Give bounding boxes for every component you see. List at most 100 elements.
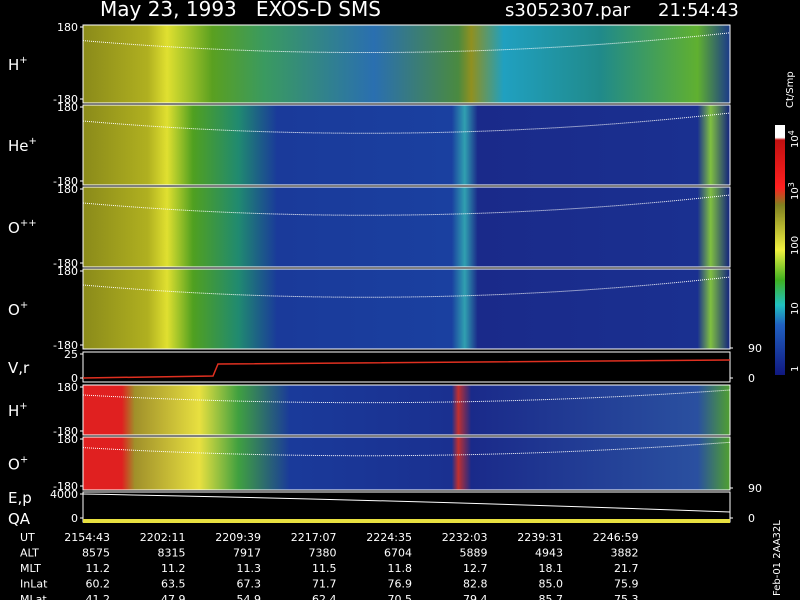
panel-label-text: H: [8, 56, 19, 74]
panel: [82, 491, 731, 523]
y-tick-label: 4000: [50, 488, 78, 501]
cell: 41.2: [86, 593, 111, 600]
panel-label: H+: [8, 401, 28, 420]
row-name: UT: [20, 531, 35, 544]
cell: 11.2: [86, 562, 111, 575]
cell: 7917: [233, 547, 261, 560]
panel-label-sup: +: [19, 401, 27, 412]
y-tick-label: 180: [57, 101, 78, 114]
trace: [82, 359, 731, 379]
cell: 2217:07: [291, 531, 337, 544]
colorbar-label: 104: [787, 130, 800, 148]
row-name: MLT: [20, 562, 41, 575]
colorbar-base: 10: [790, 302, 800, 315]
cell: 11.3: [237, 562, 262, 575]
cell: 5889: [460, 547, 488, 560]
cell: 8575: [82, 547, 110, 560]
trace: [82, 493, 731, 513]
cell: 85.0: [539, 578, 564, 591]
row-name: MLat: [20, 593, 47, 600]
cell: 7380: [309, 547, 337, 560]
y-tick-label: -180: [53, 480, 78, 493]
row-name: ALT: [20, 547, 39, 560]
y-tick-label: 0: [71, 372, 78, 385]
cell: 3882: [611, 547, 639, 560]
panel-label: H+: [8, 55, 28, 74]
panel-label: V,r: [8, 359, 30, 377]
cell: 4943: [535, 547, 563, 560]
cell: 54.9: [237, 593, 262, 600]
panel: [82, 384, 731, 436]
panel-label-sup: +: [20, 300, 28, 311]
colorbar-base: 100: [790, 236, 800, 255]
cell: 2202:11: [140, 531, 186, 544]
cell: 11.5: [312, 562, 337, 575]
panel-label-text: He: [8, 137, 29, 155]
panel-label-text: E,p: [8, 489, 32, 507]
cell: 2239:31: [517, 531, 563, 544]
colorbar-unit: Ct/Smp: [785, 71, 796, 108]
panel-label-sup: ++: [20, 218, 37, 229]
panel: [82, 24, 731, 104]
file-name: s3052307.par: [505, 0, 631, 21]
cell: 12.7: [463, 562, 488, 575]
y-tick-label: -180: [53, 425, 78, 438]
cell: 21.7: [614, 562, 639, 575]
qa-bar: [83, 519, 730, 523]
cell: 62.4: [312, 593, 337, 600]
cell: 2246:59: [593, 531, 639, 544]
panel: [82, 436, 731, 491]
panel-label-text: O: [8, 301, 20, 319]
panel: [82, 104, 731, 186]
colorbar-base: 10: [790, 135, 800, 148]
trace: [82, 389, 731, 404]
panel-label-text: V,r: [8, 359, 30, 377]
panel-label-text: O: [8, 456, 20, 474]
colorbar-exp: 4: [787, 130, 796, 135]
colorbar-label: 1: [790, 366, 800, 372]
cell: 2224:35: [366, 531, 412, 544]
cell: 6704: [384, 547, 412, 560]
trace: [82, 32, 731, 54]
panel-label: E,p: [8, 489, 32, 507]
panel-label: He+: [8, 136, 37, 155]
trace: [82, 441, 731, 457]
panel-label-sup: +: [20, 455, 28, 466]
cell: 82.8: [463, 578, 488, 591]
panels: H+180-180He+180-180O++180-180O+180-180V,…: [8, 21, 762, 528]
y2-tick-label: 0: [748, 372, 755, 385]
y-tick-label: 25: [64, 348, 78, 361]
colorbar-label: 10: [790, 302, 800, 315]
y-tick-label: 180: [57, 21, 78, 34]
info-table: UT 2154:43 2202:11 2209:39 2217:07 2224:35 223…: [20, 531, 639, 600]
cell: 2154:43: [64, 531, 110, 544]
cell: 75.3: [614, 593, 639, 600]
cell: 2232:03: [442, 531, 488, 544]
cell: 71.7: [312, 578, 337, 591]
colorbar-label: 103: [787, 182, 800, 200]
side-note: Feb-01 2AA32L: [772, 520, 783, 596]
cell: 2209:39: [215, 531, 261, 544]
panel-label: O+: [8, 455, 28, 474]
cell: 76.9: [388, 578, 413, 591]
cell: 11.2: [161, 562, 186, 575]
trace: [82, 112, 731, 134]
cell: 18.1: [539, 562, 564, 575]
title: May 23, 1993 EXOS-D SMS: [100, 0, 381, 21]
cell: 75.9: [614, 578, 639, 591]
cell: 67.3: [237, 578, 262, 591]
y-tick-label: 180: [57, 265, 78, 278]
y-tick-label: 180: [57, 381, 78, 394]
panel: [82, 268, 731, 350]
y-tick-label: 180: [57, 433, 78, 446]
panel-label-text: O: [8, 219, 20, 237]
cell: 8315: [158, 547, 186, 560]
cell: 63.5: [161, 578, 186, 591]
panel: [82, 186, 731, 268]
colorbar-exp: 3: [787, 182, 796, 187]
y-tick-label: 180: [57, 183, 78, 196]
panel-label-text: H: [8, 402, 19, 420]
time: 21:54:43: [658, 0, 739, 21]
cell: 11.8: [388, 562, 413, 575]
